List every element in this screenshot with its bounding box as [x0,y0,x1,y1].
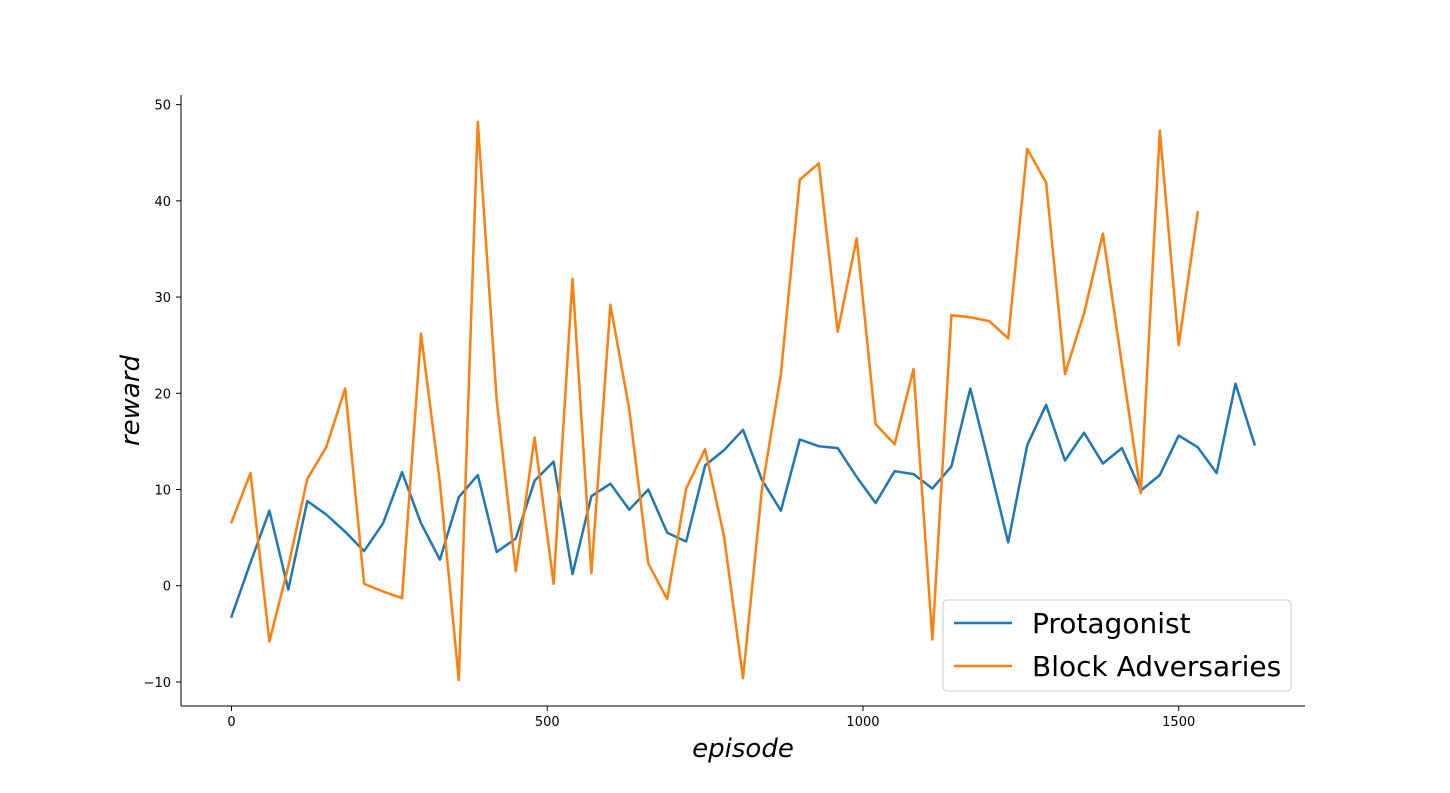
y-tick-label: 10 [154,484,171,499]
x-tick-label: 1500 [1162,715,1195,730]
x-axis-title: episode [692,734,794,764]
x-tick-label: 0 [227,715,235,730]
y-tick-label: −10 [144,676,171,691]
series-line-1 [229,120,1200,682]
y-tick-label: 40 [154,195,171,210]
y-axis-title: reward [116,354,146,446]
y-tick-label: 20 [154,387,171,402]
x-tick-label: 500 [535,715,560,730]
series-layer [229,120,1257,682]
axes [180,95,1305,707]
y-tick-label: 50 [154,99,171,114]
y-tick-label: 0 [163,580,171,595]
legend-label-0: Protagonist [1032,607,1191,640]
y-tick-label: 30 [154,291,171,306]
legend: Protagonist Block Adversaries [942,599,1292,692]
series-line-0 [229,382,1257,619]
legend-box [942,599,1292,692]
x-tick-label: 1000 [846,715,879,730]
ticks: 0 500 1000 1500 −10 0 10 20 30 40 50 [144,99,1196,730]
legend-label-1: Block Adversaries [1032,650,1281,683]
